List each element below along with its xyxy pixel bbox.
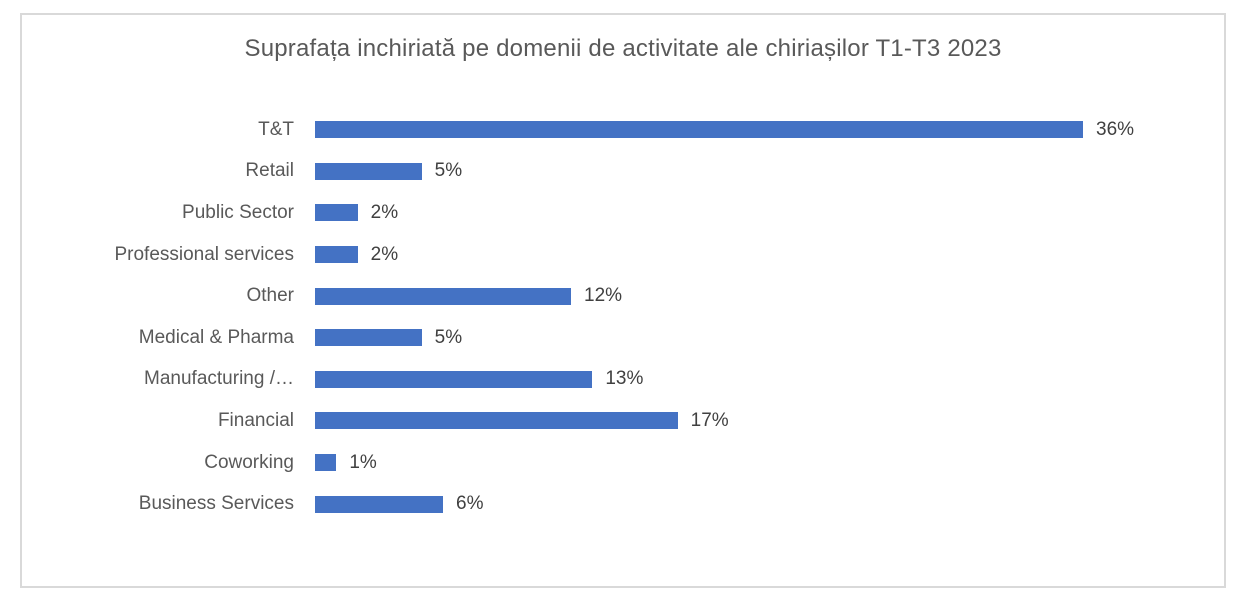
- category-label: Financial: [217, 409, 294, 431]
- bar: [315, 412, 678, 430]
- bar-row: Public Sector 2%: [22, 192, 1224, 234]
- bar-track: 13%: [315, 368, 1224, 390]
- bar: [315, 329, 422, 347]
- value-label: 2%: [370, 243, 399, 265]
- bar: [315, 162, 422, 180]
- value-label: 13%: [605, 368, 644, 390]
- value-label: 6%: [456, 493, 484, 515]
- bar-track: 6%: [315, 493, 1224, 515]
- bar-row: Professional services 2%: [22, 234, 1224, 276]
- bar: [315, 121, 1083, 139]
- bar: [315, 287, 571, 305]
- bar-track: 1%: [315, 452, 1224, 474]
- category-label: Other: [246, 285, 294, 307]
- value-label: 5%: [434, 326, 463, 348]
- bar: [315, 246, 358, 264]
- bar-row: Financial 17%: [22, 400, 1224, 442]
- value-label: 1%: [349, 451, 377, 473]
- category-label: Public Sector: [182, 201, 294, 223]
- bar-row: Manufacturing /… 13%: [22, 359, 1224, 401]
- bar-track: 5%: [315, 327, 1224, 349]
- value-label: 5%: [434, 160, 463, 182]
- bar-row: Retail 5%: [22, 151, 1224, 193]
- category-label: Business Services: [138, 493, 294, 515]
- bar-row: Other 12%: [22, 275, 1224, 317]
- bar-row: Medical & Pharma 5%: [22, 317, 1224, 359]
- category-label: Manufacturing /…: [144, 368, 294, 390]
- bar-track: 12%: [315, 285, 1224, 307]
- bar-chart-plot-area: T&T 36% Retail 5% Public Sector 2% Professiona…: [22, 109, 1224, 525]
- bar-track: 17%: [315, 410, 1224, 432]
- bar-track: 2%: [315, 202, 1224, 224]
- bar-track: 2%: [315, 244, 1224, 266]
- bar-row: Coworking 1%: [22, 442, 1224, 484]
- bar: [315, 495, 443, 513]
- value-label: 12%: [584, 285, 623, 307]
- chart-title: Suprafața inchiriată pe domenii de activ…: [244, 35, 1002, 62]
- bar: [315, 370, 593, 388]
- value-label: 36%: [1096, 118, 1135, 140]
- bar-row: T&T 36%: [22, 109, 1224, 151]
- bar: [315, 454, 337, 472]
- category-label: T&T: [258, 118, 294, 140]
- category-label: Retail: [245, 160, 294, 182]
- value-label: 17%: [690, 409, 729, 431]
- chart-frame: Suprafața inchiriată pe domenii de activ…: [20, 13, 1226, 588]
- category-label: Professional services: [114, 243, 294, 265]
- bar: [315, 204, 358, 222]
- category-label: Medical & Pharma: [138, 326, 294, 348]
- bar-track: 5%: [315, 160, 1224, 182]
- category-label: Coworking: [204, 451, 294, 473]
- value-label: 2%: [370, 201, 399, 223]
- bar-track: 36%: [315, 119, 1224, 141]
- bar-row: Business Services 6%: [22, 483, 1224, 525]
